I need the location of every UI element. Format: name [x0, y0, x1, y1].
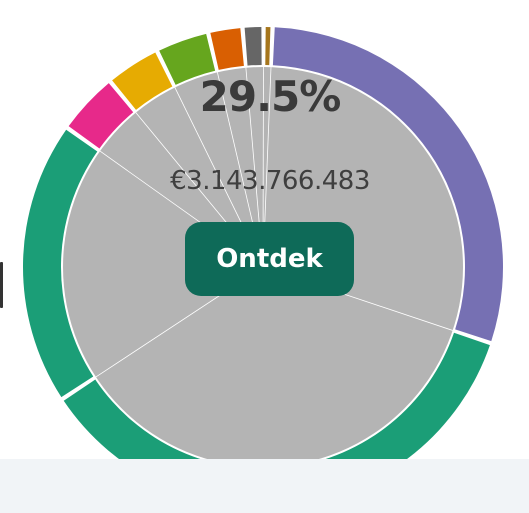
pie-slice-3[interactable]: [22, 129, 98, 398]
selected-amount: €3.143.766.483: [170, 166, 370, 196]
pie-slice-4[interactable]: [68, 83, 134, 149]
bottom-panel: [0, 459, 529, 513]
pie-slice-8[interactable]: [244, 27, 262, 66]
ontdek-button[interactable]: Ontdek: [185, 222, 354, 296]
pie-slice-6[interactable]: [159, 33, 216, 85]
pie-slice-9[interactable]: [265, 27, 271, 66]
pie-slice-7[interactable]: [210, 28, 244, 70]
selected-percentage: 29.5%: [199, 72, 342, 121]
edge-indicator: [0, 262, 3, 308]
pie-slice-1[interactable]: [272, 27, 503, 342]
pie-slice-5[interactable]: [112, 52, 173, 110]
